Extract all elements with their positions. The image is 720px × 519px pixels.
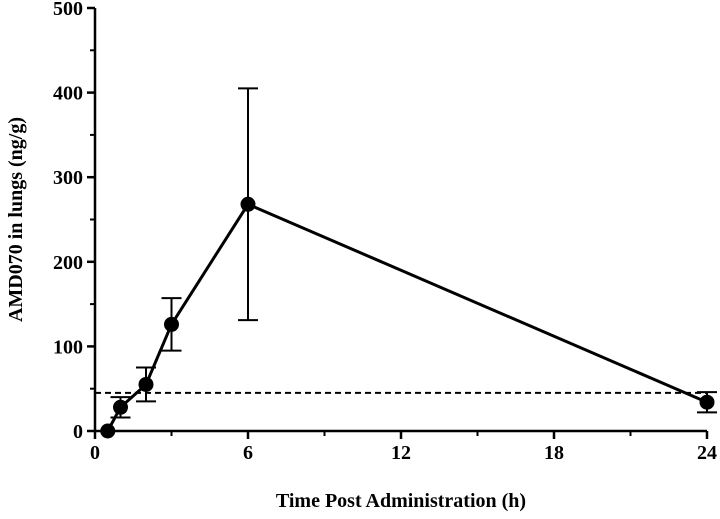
data-point xyxy=(113,399,128,415)
y-tick-label: 500 xyxy=(53,0,83,20)
plot-area xyxy=(100,87,717,439)
x-axis-title: Time Post Administration (h) xyxy=(276,490,526,512)
y-tick-label: 300 xyxy=(53,167,83,189)
series-line xyxy=(106,202,708,432)
data-point xyxy=(699,394,715,410)
y-axis-title: AMD070 in lungs (ng/g) xyxy=(5,117,27,322)
data-point xyxy=(164,316,179,332)
x-tick-label: 6 xyxy=(243,442,253,464)
y-tick-label: 200 xyxy=(53,252,83,274)
x-tick-label: 12 xyxy=(391,442,411,464)
axes: 0 100 200 300 400 500 0 6 12 18 24 xyxy=(53,0,717,464)
data-point xyxy=(138,376,154,392)
y-tick-label: 0 xyxy=(73,421,83,443)
x-tick-label: 24 xyxy=(697,442,717,464)
x-tick-label: 18 xyxy=(544,442,564,464)
y-tick-label: 400 xyxy=(53,83,83,105)
y-tick-label: 100 xyxy=(53,336,83,358)
data-point xyxy=(100,423,116,439)
x-tick-label: 0 xyxy=(90,442,100,464)
data-point xyxy=(240,196,256,212)
